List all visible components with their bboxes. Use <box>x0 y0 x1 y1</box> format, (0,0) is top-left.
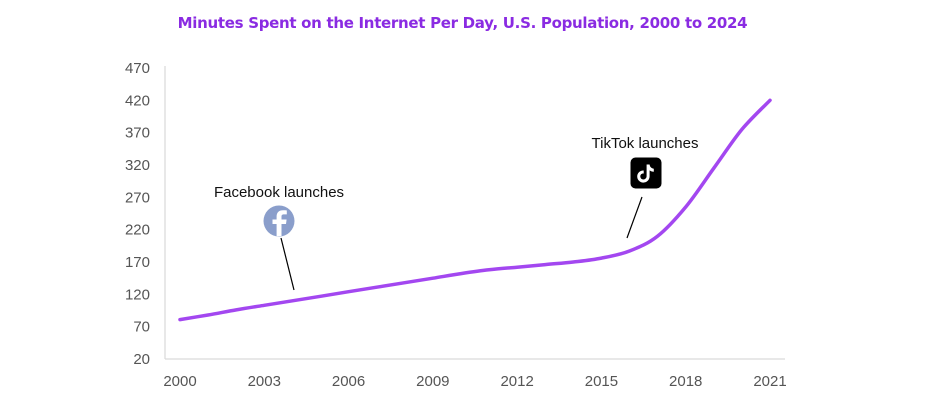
annotation-tiktok: TikTok launches <box>592 135 699 239</box>
annotation-label: Facebook launches <box>214 184 344 201</box>
annotation-facebook: Facebook launches <box>214 184 344 291</box>
axes <box>164 66 785 360</box>
chart-title: Minutes Spent on the Internet Per Day, U… <box>177 14 748 32</box>
y-tick-label: 220 <box>125 222 150 239</box>
facebook-icon <box>263 205 295 237</box>
x-tick-label: 2000 <box>163 373 196 390</box>
x-tick-label: 2009 <box>416 373 449 390</box>
y-tick-label: 170 <box>125 254 150 271</box>
y-tick-labels: 470 420 370 320 270 220 170 120 70 20 <box>125 60 150 368</box>
x-tick-labels: 2000 2003 2006 2009 2012 2015 2018 2021 <box>163 373 786 390</box>
series-line-0 <box>178 98 772 322</box>
y-tick-label: 270 <box>125 189 150 206</box>
annotation-leader-line <box>280 237 295 291</box>
y-tick-label: 470 <box>125 60 150 77</box>
x-tick-label: 2015 <box>585 373 618 390</box>
annotation-leader-line <box>626 196 643 239</box>
x-tick-label: 2006 <box>332 373 365 390</box>
annotations: Facebook launches TikTok launches <box>214 135 699 291</box>
y-tick-label: 420 <box>125 92 150 109</box>
x-tick-label: 2021 <box>753 373 786 390</box>
y-tick-label: 370 <box>125 125 150 142</box>
y-tick-label: 70 <box>133 319 150 336</box>
annotation-label: TikTok launches <box>592 135 699 152</box>
y-tick-label: 20 <box>133 351 150 368</box>
x-tick-label: 2018 <box>669 373 702 390</box>
series-lines <box>178 98 772 322</box>
x-tick-label: 2003 <box>248 373 281 390</box>
y-tick-label: 320 <box>125 157 150 174</box>
tiktok-icon <box>630 157 662 189</box>
x-tick-label: 2012 <box>500 373 533 390</box>
y-tick-label: 120 <box>125 286 150 303</box>
